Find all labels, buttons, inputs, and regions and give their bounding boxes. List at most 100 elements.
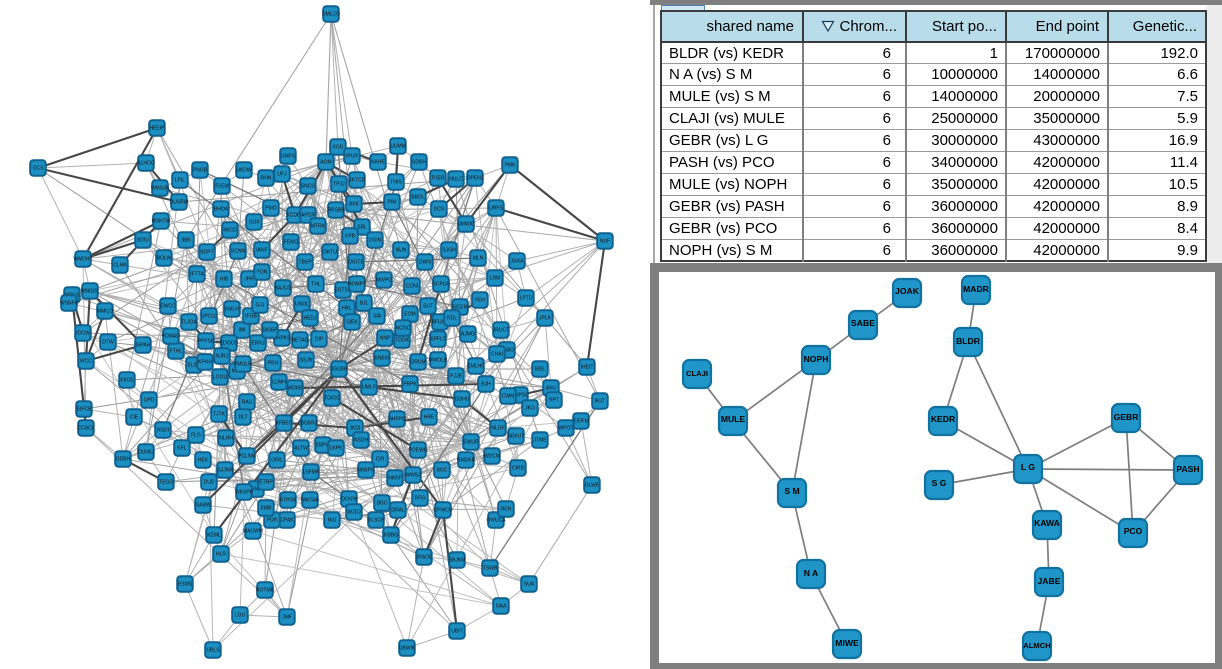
svg-text:ALTW: ALTW [294, 446, 308, 452]
svg-text:JABE: JABE [1038, 576, 1061, 586]
svg-text:KMLH: KMLH [225, 307, 239, 313]
svg-text:REN: REN [501, 507, 512, 513]
svg-text:NKBPG: NKBPG [357, 468, 375, 474]
svg-text:WJDJ: WJDJ [347, 510, 361, 516]
svg-text:EWUR: EWUR [463, 440, 479, 446]
svg-text:NKRF: NKRF [388, 476, 402, 482]
svg-text:HHFPO: HHFPO [388, 417, 406, 423]
svg-text:SSJN: SSJN [300, 358, 313, 364]
svg-text:LOOU: LOOU [213, 375, 228, 381]
svg-text:JTME: JTME [533, 438, 547, 444]
svg-text:LLWH: LLWH [272, 380, 286, 386]
svg-text:WDCM: WDCM [484, 454, 500, 460]
svg-text:RFG: RFG [415, 496, 426, 502]
svg-text:BKK: BKK [349, 202, 360, 208]
svg-text:NJRJ: NJRJ [216, 354, 229, 360]
svg-text:RTPGK: RTPGK [279, 498, 297, 504]
svg-text:OPD: OPD [144, 398, 155, 404]
svg-text:KAWA: KAWA [1034, 518, 1060, 528]
svg-text:NOPH: NOPH [804, 354, 829, 364]
svg-text:NUF: NUF [600, 239, 610, 245]
svg-text:BOLW: BOLW [157, 256, 172, 262]
svg-text:JRADE: JRADE [416, 555, 433, 561]
svg-text:MLN: MLN [473, 256, 484, 262]
svg-text:BGBRJ: BGBRJ [301, 421, 318, 427]
svg-text:GDBH: GDBH [116, 457, 131, 463]
svg-text:ALMCH: ALMCH [1023, 641, 1050, 650]
svg-text:CPWCU: CPWCU [434, 508, 453, 514]
svg-text:EIFCB: EIFCB [77, 407, 92, 413]
svg-text:KCDBE: KCDBE [286, 213, 304, 219]
svg-text:IWCD: IWCD [223, 228, 237, 234]
svg-text:DWN: DWN [419, 260, 431, 266]
svg-text:TJTK: TJTK [213, 412, 226, 418]
svg-text:MULE: MULE [721, 414, 746, 424]
svg-text:SBL: SBL [357, 225, 367, 231]
svg-text:TLJOA: TLJOA [181, 320, 197, 326]
svg-text:GABW: GABW [195, 503, 211, 509]
svg-text:HLR: HLR [216, 552, 226, 558]
svg-text:POR: POR [267, 518, 278, 524]
svg-text:CPAK: CPAK [280, 518, 294, 524]
svg-text:ETRP: ETRP [259, 480, 273, 486]
svg-text:DIP: DIP [315, 337, 324, 343]
svg-text:RPT: RPT [549, 398, 559, 404]
svg-text:HKL: HKL [342, 306, 352, 312]
svg-text:ELBK: ELBK [188, 363, 201, 369]
svg-text:SUT: SUT [423, 304, 433, 310]
svg-text:MWPG: MWPG [376, 278, 392, 284]
svg-text:IFGB: IFGB [245, 314, 257, 320]
svg-text:PMK: PMK [505, 163, 517, 169]
svg-text:WDKE: WDKE [288, 386, 304, 392]
svg-text:SNCG: SNCG [301, 184, 316, 190]
svg-text:RAU: RAU [242, 400, 253, 406]
svg-text:NNP: NNP [380, 336, 391, 342]
svg-text:FLEM: FLEM [215, 184, 228, 190]
svg-text:UNOL: UNOL [295, 302, 309, 308]
svg-text:KKHE: KKHE [371, 160, 385, 166]
svg-text:CWM: CWM [502, 394, 515, 400]
svg-text:POEWG: POEWG [408, 448, 427, 454]
svg-text:SABE: SABE [851, 318, 875, 328]
svg-text:LFIL: LFIL [175, 178, 185, 184]
svg-text:EMB: EMB [261, 506, 273, 512]
svg-text:EDOCO: EDOCO [220, 341, 238, 347]
svg-text:KFBEC: KFBEC [276, 421, 293, 427]
svg-text:CIR: CIR [376, 457, 385, 463]
svg-text:UFJ: UFJ [277, 172, 287, 178]
svg-text:MIWE: MIWE [835, 638, 859, 648]
svg-text:KNEKI: KNEKI [374, 356, 389, 362]
svg-text:AJMG: AJMG [461, 332, 475, 338]
svg-text:THL: THL [311, 282, 321, 288]
svg-text:HEK: HEK [198, 458, 209, 464]
svg-text:GJJ: GJJ [256, 303, 265, 309]
svg-text:KPHH: KPHH [198, 360, 212, 366]
svg-text:JSRA: JSRA [511, 259, 524, 265]
svg-text:JKDI: JKDI [350, 426, 361, 432]
svg-text:FEH: FEH [475, 298, 485, 304]
svg-text:WMDHT: WMDHT [73, 257, 92, 263]
svg-text:SIGBF: SIGBF [262, 328, 277, 334]
svg-text:GLSCH: GLSCH [367, 518, 385, 524]
svg-text:BFUUF: BFUUF [432, 320, 449, 326]
svg-text:ESMS: ESMS [178, 582, 193, 588]
svg-text:RMDKB: RMDKB [457, 458, 476, 464]
svg-text:PEH: PEH [268, 361, 279, 367]
svg-text:BDIU: BDIU [137, 238, 149, 244]
svg-text:SICEM: SICEM [452, 305, 468, 311]
svg-text:GEBR: GEBR [1114, 412, 1140, 422]
svg-text:TEGD: TEGD [159, 480, 173, 486]
svg-text:BGC: BGC [437, 468, 448, 474]
svg-text:FMGLR: FMGLR [234, 362, 252, 368]
svg-text:GDHU: GDHU [455, 397, 470, 403]
svg-text:IPUR: IPUR [346, 154, 358, 160]
svg-text:L G: L G [1021, 462, 1035, 472]
svg-text:ANU: ANU [546, 386, 557, 392]
svg-text:WMSJH: WMSJH [151, 186, 170, 192]
svg-text:JKTCD: JKTCD [349, 178, 366, 184]
svg-text:KEDR: KEDR [931, 414, 956, 424]
svg-text:CIE: CIE [130, 415, 139, 421]
svg-text:BIBL: BIBL [535, 367, 546, 373]
svg-text:URFS: URFS [489, 206, 503, 212]
svg-text:KGD: KGD [333, 145, 344, 151]
